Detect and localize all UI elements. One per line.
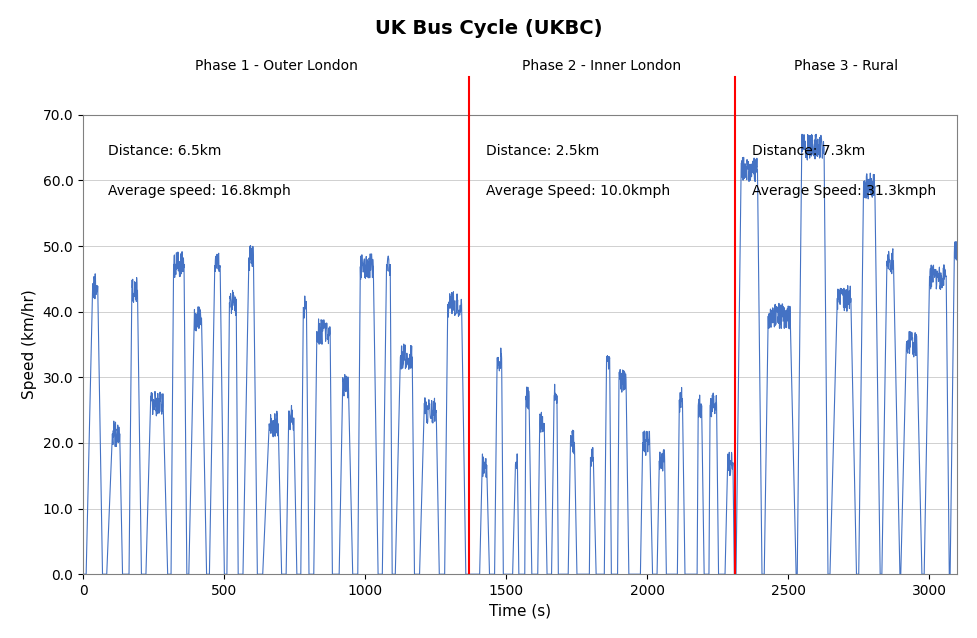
X-axis label: Time (s): Time (s) [489, 604, 551, 618]
Text: Distance: 2.5km: Distance: 2.5km [487, 144, 600, 158]
Text: UK Bus Cycle (UKBC): UK Bus Cycle (UKBC) [375, 19, 602, 38]
Y-axis label: Speed (km/hr): Speed (km/hr) [22, 290, 37, 399]
Text: Average speed: 16.8kmph: Average speed: 16.8kmph [108, 184, 291, 198]
Text: Phase 3 - Rural: Phase 3 - Rural [794, 59, 898, 73]
Text: Average Speed: 31.3kmph: Average Speed: 31.3kmph [751, 184, 936, 198]
Text: Phase 2 - Inner London: Phase 2 - Inner London [523, 59, 682, 73]
Text: Distance: 6.5km: Distance: 6.5km [108, 144, 222, 158]
Text: Distance: 7.3km: Distance: 7.3km [751, 144, 865, 158]
Text: Average Speed: 10.0kmph: Average Speed: 10.0kmph [487, 184, 670, 198]
Text: Phase 1 - Outer London: Phase 1 - Outer London [194, 59, 358, 73]
